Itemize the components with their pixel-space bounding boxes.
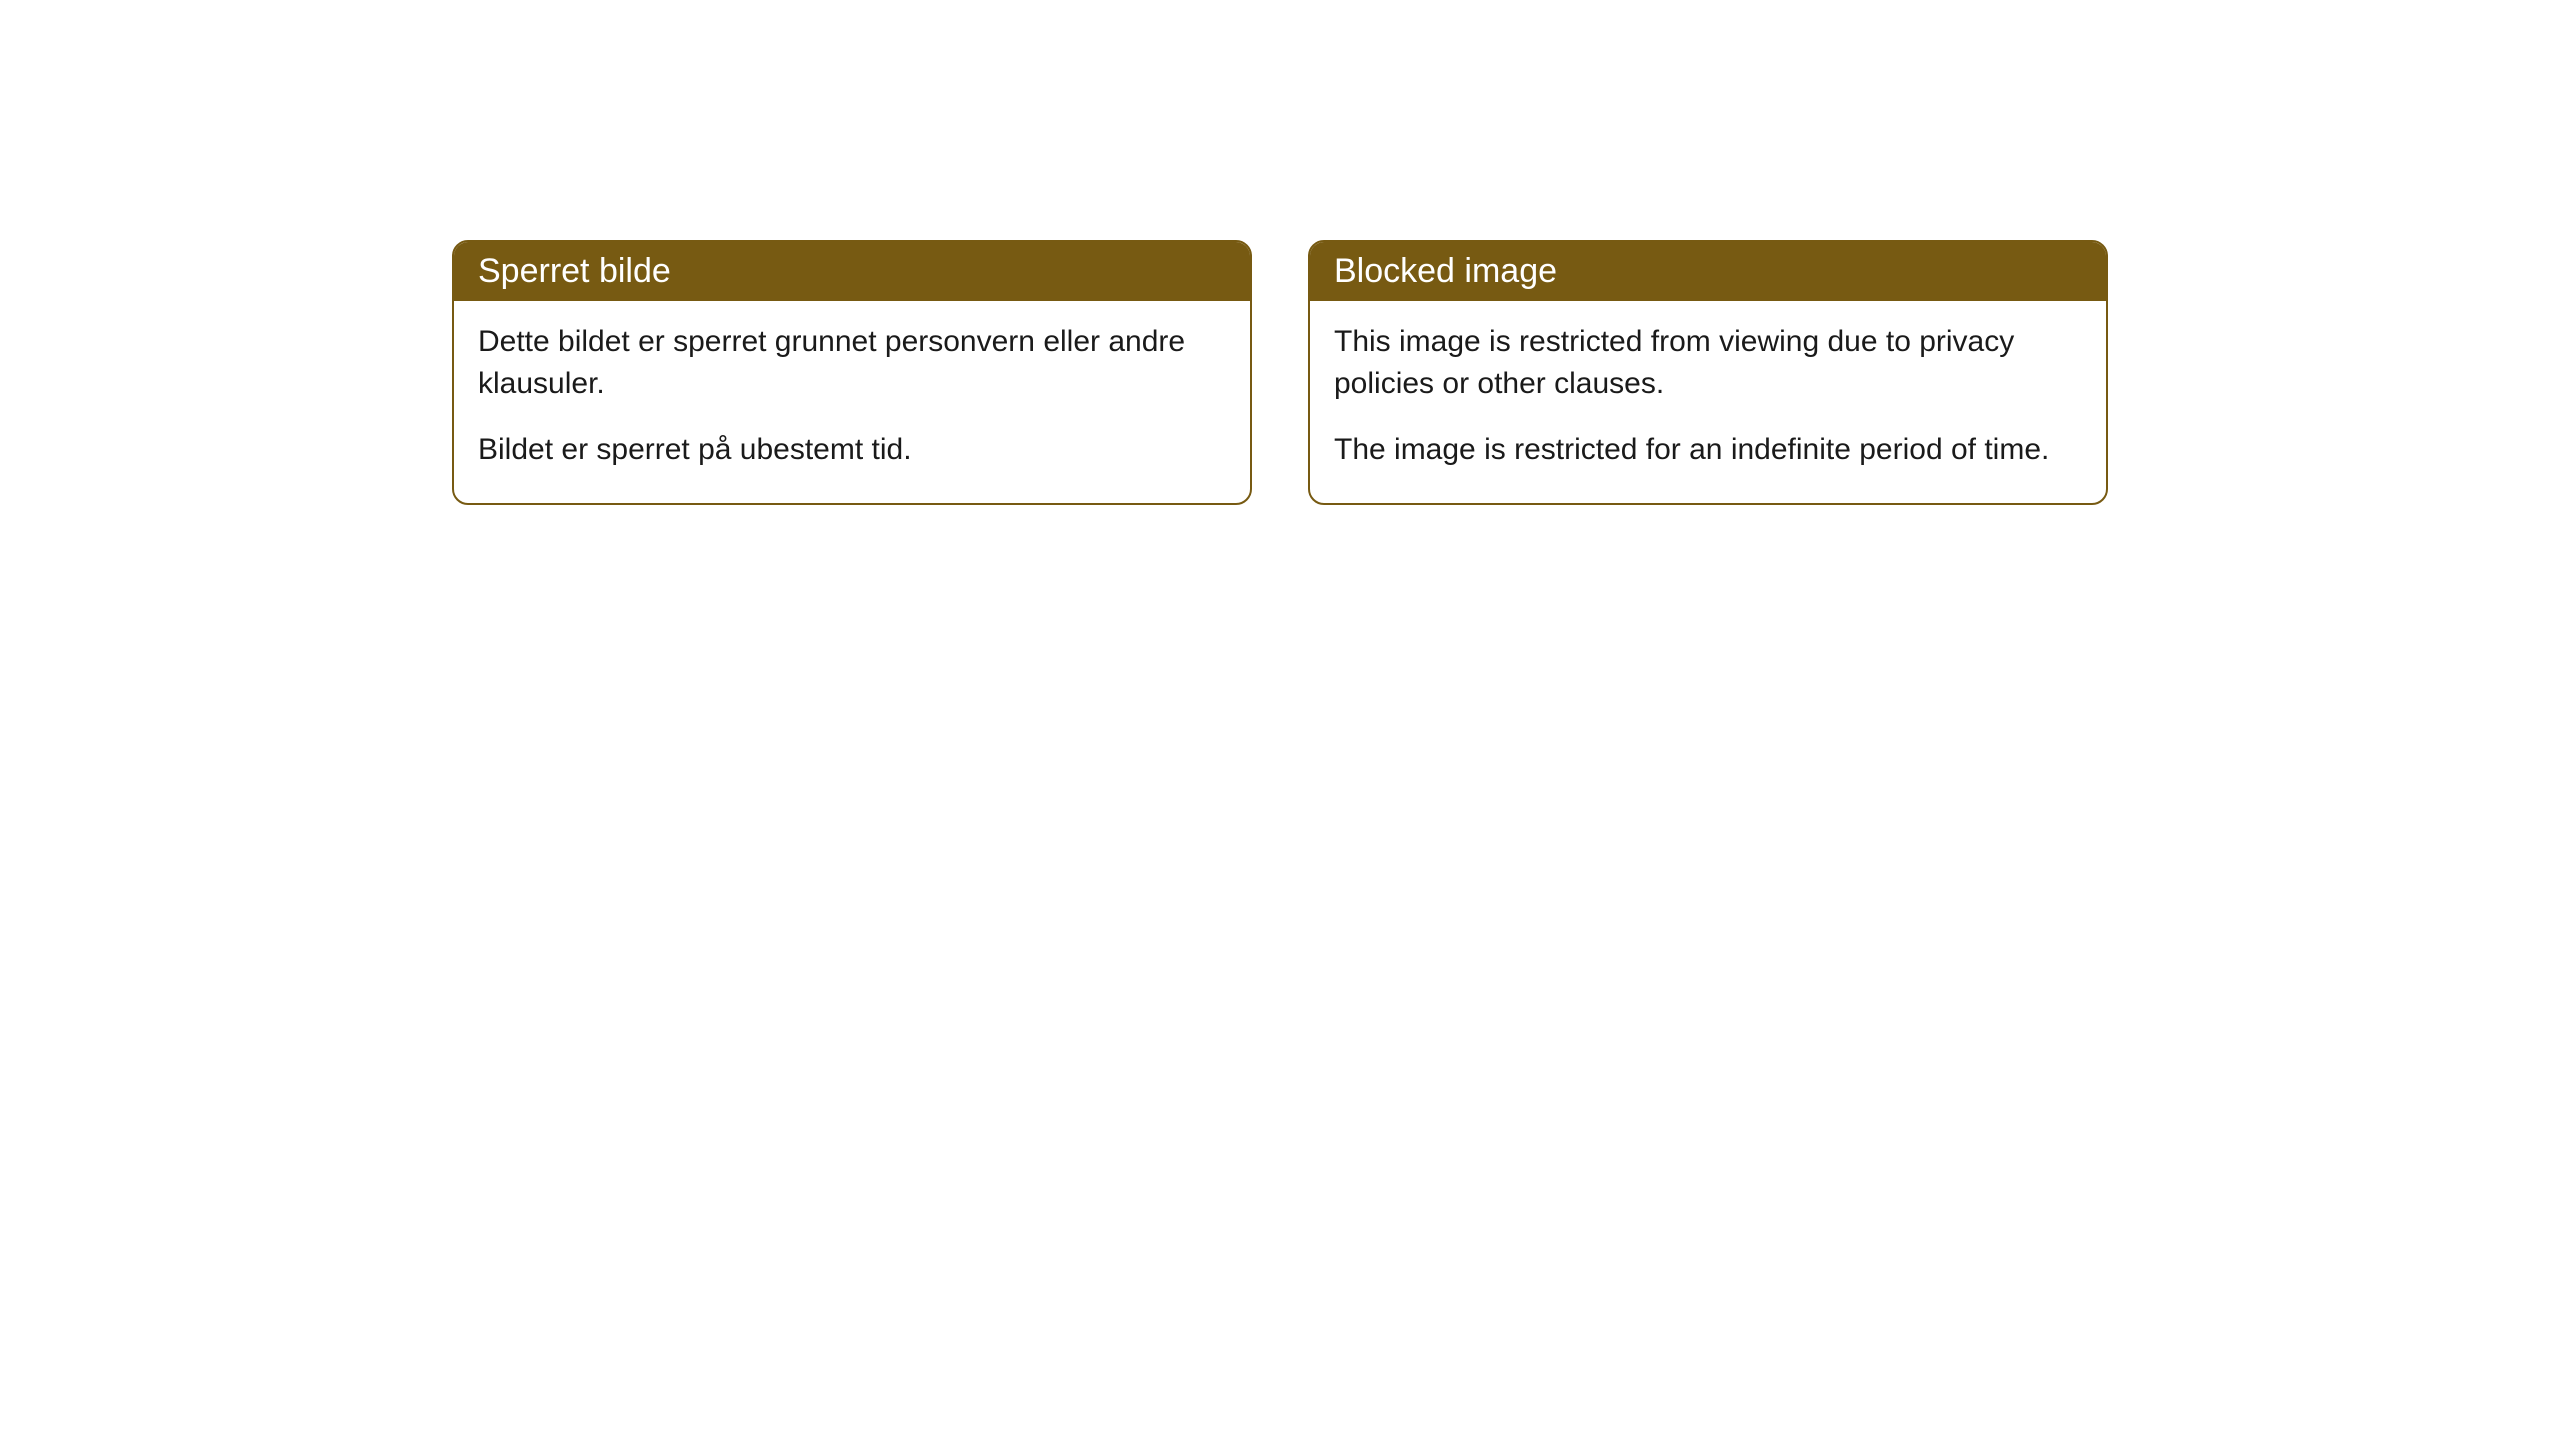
card-paragraph: Bildet er sperret på ubestemt tid. bbox=[478, 429, 1226, 471]
card-header: Sperret bilde bbox=[454, 242, 1250, 301]
card-paragraph: Dette bildet er sperret grunnet personve… bbox=[478, 321, 1226, 405]
card-body: Dette bildet er sperret grunnet personve… bbox=[454, 301, 1250, 503]
card-body: This image is restricted from viewing du… bbox=[1310, 301, 2106, 503]
card-title: Sperret bilde bbox=[478, 252, 671, 290]
card-paragraph: This image is restricted from viewing du… bbox=[1334, 321, 2082, 405]
card-header: Blocked image bbox=[1310, 242, 2106, 301]
notice-card-norwegian: Sperret bilde Dette bildet er sperret gr… bbox=[452, 240, 1252, 505]
card-paragraph: The image is restricted for an indefinit… bbox=[1334, 429, 2082, 471]
notice-cards-container: Sperret bilde Dette bildet er sperret gr… bbox=[452, 240, 2108, 505]
notice-card-english: Blocked image This image is restricted f… bbox=[1308, 240, 2108, 505]
card-title: Blocked image bbox=[1334, 252, 1557, 290]
